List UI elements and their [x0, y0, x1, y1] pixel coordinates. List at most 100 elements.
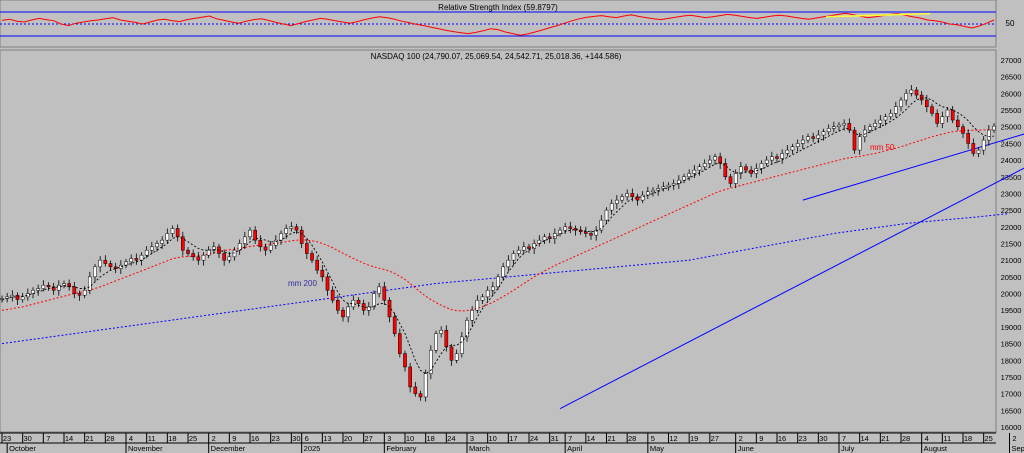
candle	[263, 243, 268, 256]
candle-body	[279, 233, 283, 241]
candle-body	[718, 156, 722, 164]
candle-body	[206, 249, 211, 256]
day-tick-label: 10	[406, 434, 414, 443]
candle	[392, 312, 397, 337]
candle	[67, 279, 71, 291]
candle-body	[604, 209, 609, 221]
x-axis: 23 30 7 14 21 28 4 11 18 25 2 9 16 23 30 6 13 20 27 3 10 18 24…	[0, 432, 1024, 453]
candle-body	[806, 136, 810, 141]
candle	[108, 260, 113, 271]
candle-body	[439, 329, 443, 334]
candle	[160, 236, 164, 250]
day-tick-label: 12	[669, 434, 677, 443]
candle	[305, 238, 309, 260]
day-tick-label: 23	[3, 434, 11, 443]
day-tick-label: 27	[364, 434, 372, 443]
candle-body	[31, 289, 35, 294]
price-panel: NASDAQ 100 (24,790.07, 25,069.54, 24,542…	[0, 49, 1024, 433]
candle-body	[413, 386, 418, 394]
sma-fast-line-group	[1, 97, 995, 375]
candle	[950, 106, 955, 124]
candle-body	[992, 125, 996, 131]
candle-body	[661, 186, 666, 189]
candle	[299, 226, 304, 249]
day-tick-label: 21	[881, 434, 889, 443]
y-tick-label: 25000	[1001, 123, 1022, 132]
candle	[403, 350, 407, 372]
candle	[656, 184, 660, 196]
rsi-frame	[0, 0, 997, 48]
candle-body	[857, 136, 862, 151]
candle-body	[372, 293, 376, 308]
candle	[201, 252, 206, 266]
trendline-support	[559, 167, 1024, 410]
candle-body	[341, 309, 345, 318]
candle-body	[113, 266, 118, 269]
day-tick-label: 24	[530, 434, 538, 443]
candle	[294, 223, 299, 234]
candle	[51, 282, 56, 295]
candle-body	[41, 284, 46, 289]
candle-body	[640, 194, 645, 201]
candle-body	[475, 299, 480, 311]
candle-body	[919, 94, 924, 101]
candle-body	[842, 123, 846, 126]
candle-body	[320, 269, 325, 278]
candle	[728, 173, 733, 188]
candle	[527, 243, 531, 254]
candle	[129, 254, 133, 266]
candle	[801, 135, 805, 149]
day-tick-label: 19	[690, 434, 698, 443]
candle-body	[367, 306, 371, 311]
candle-body	[294, 226, 299, 231]
candle	[232, 247, 237, 261]
y-tick-label: 21000	[1001, 256, 1022, 265]
candle-body	[625, 193, 629, 198]
sma-fast-line	[1, 97, 995, 375]
day-tick-label: 23	[798, 434, 806, 443]
candle	[196, 251, 201, 265]
candle-body	[739, 166, 743, 174]
candle	[847, 118, 852, 134]
candle-body	[191, 253, 195, 258]
candle-body	[914, 89, 919, 96]
candle	[341, 307, 345, 322]
y-tick-label: 16500	[1001, 406, 1022, 415]
y-axis-ticks: 16000 16500 17000 17500 18000 18500 19000 19500…	[1001, 56, 1022, 432]
candle-body	[248, 229, 252, 238]
mm50-label: mm 50	[870, 143, 895, 152]
candle-body	[93, 266, 97, 278]
candle	[315, 256, 319, 275]
candle	[620, 193, 624, 204]
candle-body	[222, 253, 226, 261]
candle	[976, 147, 981, 158]
candle	[377, 282, 381, 298]
candle	[31, 287, 35, 299]
candle-body	[485, 289, 490, 298]
candle	[367, 301, 371, 316]
candle	[945, 107, 950, 123]
candle	[826, 124, 831, 135]
month-label: December	[211, 444, 246, 453]
candle-body	[790, 146, 795, 151]
candle	[708, 155, 712, 168]
day-tick-label: 7	[568, 434, 572, 443]
candle	[852, 127, 857, 154]
candle	[268, 241, 273, 254]
candle	[511, 250, 516, 266]
candle-body	[82, 289, 87, 296]
candle	[356, 297, 361, 308]
candle	[460, 331, 464, 358]
candle	[243, 231, 247, 250]
candle	[615, 195, 619, 209]
day-tick-label: 18	[168, 434, 176, 443]
candle	[134, 253, 139, 265]
candle	[971, 138, 976, 157]
rsi-panel: Relative Strength Index (59.8797) 50	[0, 0, 1015, 48]
candle	[361, 299, 366, 315]
candle	[382, 281, 387, 305]
day-tick-label: 18	[964, 434, 972, 443]
month-label: 2025	[304, 444, 321, 453]
day-tick-label: 17	[509, 434, 517, 443]
candle	[666, 182, 671, 191]
